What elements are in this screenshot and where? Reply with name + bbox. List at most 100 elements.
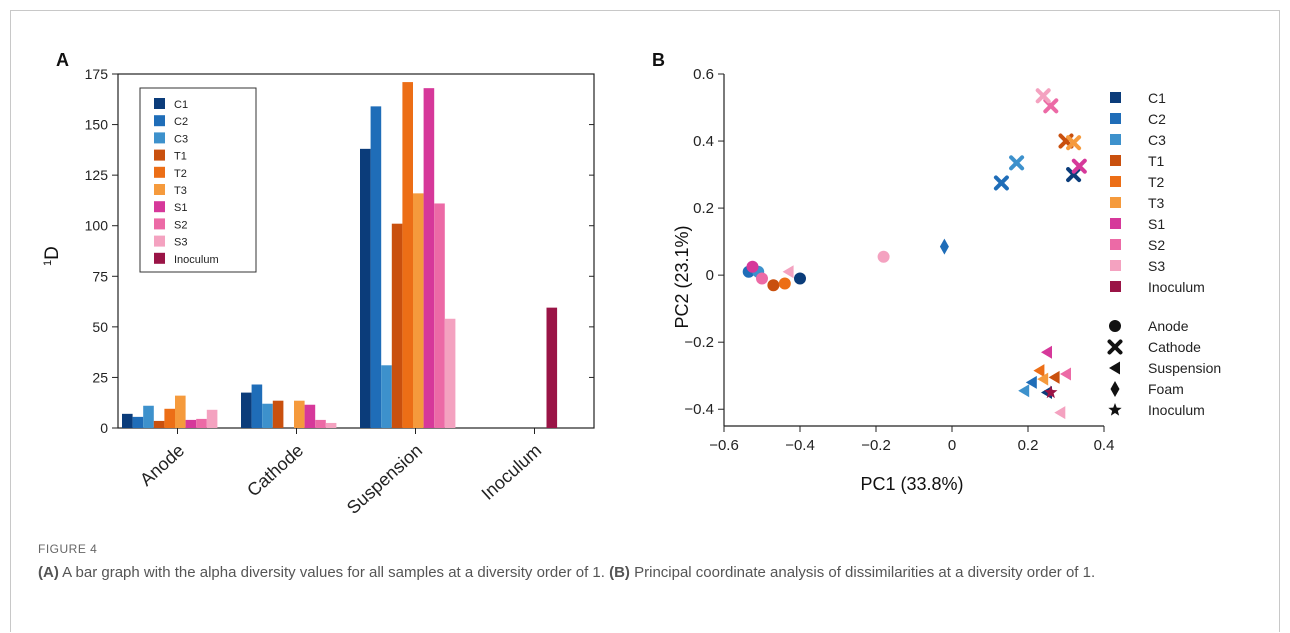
legend-color-T2 (1110, 176, 1121, 187)
panel-b-points (742, 88, 1087, 420)
bar-Inoculum-Inoculum (546, 307, 558, 428)
legend-label-C2: C2 (174, 116, 188, 128)
point-C2-triangle-left (1025, 375, 1037, 389)
panel-a-ytick-label: 175 (85, 66, 109, 82)
legend-color-C2 (1110, 113, 1121, 124)
panel-b-label: B (652, 50, 665, 70)
legend-color-T3 (1110, 197, 1121, 208)
legend-shape-label-Foam: Foam (1148, 381, 1184, 397)
legend-swatch-S1 (154, 201, 165, 213)
legend-shape-Suspension-icon (1109, 361, 1120, 375)
panel-a-xtick-label: Anode (136, 440, 188, 490)
panel-b-ytick-label: 0.4 (693, 133, 714, 150)
legend-label-C1: C1 (174, 99, 188, 111)
legend-color-label-C1: C1 (1148, 90, 1166, 106)
legend-label-T1: T1 (174, 151, 187, 163)
legend-swatch-C1 (154, 98, 165, 109)
bar-S1-Cathode (304, 404, 316, 428)
legend-color-label-T2: T2 (1148, 174, 1165, 190)
legend-color-S1 (1110, 218, 1121, 229)
panel-b-ytick-label: 0.6 (693, 66, 714, 83)
point-S2-cross-stroke-b (1043, 98, 1059, 114)
point-T3-cross-stroke-b (1066, 135, 1082, 151)
legend-swatch-C3 (154, 132, 165, 144)
point-T1-triangle-left (1048, 370, 1060, 384)
legend-label-T2: T2 (174, 168, 187, 180)
legend-shape-label-Suspension: Suspension (1148, 360, 1221, 376)
legend-swatch-S3 (154, 235, 165, 247)
caption-part-a-text: A bar graph with the alpha diversity val… (58, 564, 610, 581)
legend-color-label-Inoculum: Inoculum (1148, 279, 1205, 295)
point-T1-circle (767, 279, 780, 292)
legend-shape-Inoculum-icon (1108, 403, 1122, 416)
bar-S1-Anode (185, 419, 197, 428)
bar-T2-Anode (164, 408, 175, 428)
bar-T2-Suspension (402, 82, 413, 428)
legend-shape-Foam-icon (1110, 381, 1120, 397)
point-S3-cross-stroke-b (1035, 88, 1051, 104)
bar-S3-Anode (206, 409, 218, 428)
point-S1-cross-stroke-b (1071, 158, 1087, 174)
point-T2-circle (778, 277, 791, 290)
point-C3-triangle-left (1018, 384, 1030, 398)
bar-T1-Anode (153, 420, 165, 428)
panel-a-ytick-label: 100 (85, 218, 109, 234)
bar-C1-Anode (122, 413, 133, 428)
point-C2-cross-stroke-b (993, 175, 1009, 191)
legend-color-S3 (1110, 260, 1121, 271)
legend-color-label-C2: C2 (1148, 111, 1166, 127)
bar-C3-Suspension (381, 365, 392, 428)
point-T3-cross (1066, 135, 1082, 151)
bar-T3-Cathode (294, 400, 305, 428)
point-C3-cross-stroke-b (1009, 155, 1025, 171)
figure-caption: (A) A bar graph with the alpha diversity… (38, 562, 1258, 584)
bar-C3-Anode (143, 405, 154, 428)
legend-swatch-C2 (154, 115, 165, 127)
frame-right-border (1279, 10, 1280, 632)
point-S1-cross (1071, 158, 1087, 174)
panel-a-label: A (56, 50, 69, 70)
panel-b-ylabel: PC2 (23.1%) (672, 225, 692, 328)
panel-b-ytick-label: 0.2 (693, 200, 714, 217)
panel-b-ytick-label: −0.4 (684, 401, 714, 418)
bar-C1-Suspension (360, 148, 371, 428)
bar-T3-Anode (175, 395, 186, 428)
legend-color-label-C3: C3 (1148, 132, 1166, 148)
legend-swatch-Inoculum (154, 252, 165, 264)
legend-color-label-T1: T1 (1148, 153, 1165, 169)
legend-shape-label-Anode: Anode (1148, 318, 1189, 334)
bar-C3-Cathode (262, 403, 273, 428)
panel-a-ytick-label: 50 (92, 319, 108, 335)
panel-b-xtick-label: 0.4 (1094, 437, 1115, 454)
bar-T1-Suspension (391, 223, 403, 428)
panel-a-ylabel-main: D (42, 246, 63, 260)
legend-swatch-T2 (154, 166, 165, 178)
legend-color-S2 (1110, 239, 1121, 250)
point-T2-triangle-left (1033, 364, 1045, 378)
panel-b-xtick-label: 0 (948, 437, 956, 454)
point-S3-triangle-left (782, 265, 794, 279)
bar-C2-Anode (132, 416, 144, 428)
legend-shape-Cathode-icon-stroke-b (1107, 339, 1123, 355)
point-S1-circle (746, 260, 759, 273)
legend-color-C3 (1110, 134, 1121, 145)
legend-color-label-T3: T3 (1148, 195, 1165, 211)
legend-label-S1: S1 (174, 202, 187, 214)
legend-shape-label-Inoculum: Inoculum (1148, 402, 1205, 418)
legend-swatch-T1 (154, 149, 165, 161)
point-T3-triangle-left (1037, 372, 1049, 386)
panel-b-xlabel: PC1 (33.8%) (860, 474, 963, 494)
point-S3-cross (1035, 88, 1051, 104)
legend-color-label-S1: S1 (1148, 216, 1165, 232)
legend-color-label-S2: S2 (1148, 237, 1165, 253)
panel-b-xtick-label: 0.2 (1018, 437, 1039, 454)
point-C2-diamond (939, 238, 949, 255)
bar-C1-Cathode (241, 392, 252, 428)
panel-a-ylabel: 1D (42, 246, 63, 266)
bar-T1-Cathode (272, 400, 284, 428)
figure-number: FIGURE 4 (38, 542, 98, 556)
panel-a-ytick-label: 25 (92, 369, 108, 385)
point-S2-circle (756, 272, 768, 285)
legend-color-C1 (1110, 92, 1121, 103)
